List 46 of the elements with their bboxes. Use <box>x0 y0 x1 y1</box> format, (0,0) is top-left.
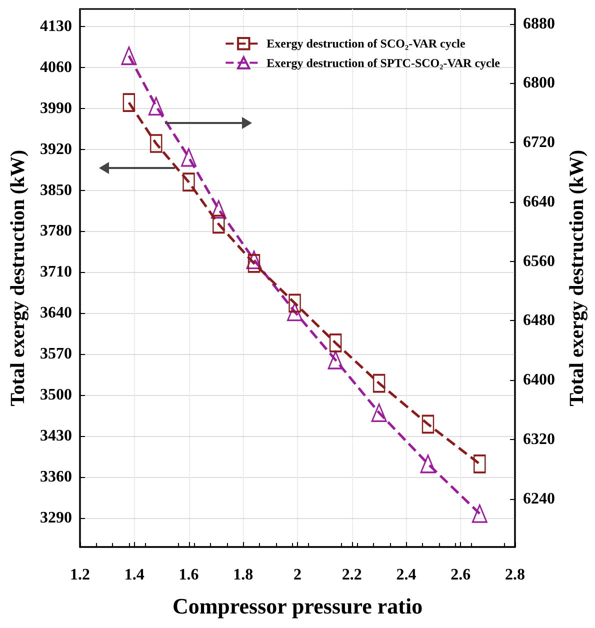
y2-tick-label: 6800 <box>523 74 555 92</box>
point <box>328 350 344 370</box>
point <box>246 250 262 270</box>
point <box>472 504 488 523</box>
x-tick-label: 2.4 <box>396 566 416 584</box>
y2-tick-label: 6240 <box>523 490 555 508</box>
y2-tick-label: 6480 <box>523 312 555 330</box>
y-tick-label: 3290 <box>40 509 72 526</box>
y2-tick-label: 6400 <box>523 372 555 389</box>
y-tick-label: 3990 <box>40 100 72 117</box>
x-axis-title: Compressor pressure ratio <box>172 594 423 618</box>
x-tick-label: 2.8 <box>505 566 525 584</box>
y2-tick-label: 6720 <box>523 134 555 152</box>
y-tick-label: 3920 <box>40 140 72 158</box>
y-tick-label: 3360 <box>40 468 72 486</box>
y2-tick-label: 6880 <box>523 15 555 32</box>
point <box>287 302 303 322</box>
point <box>210 200 226 219</box>
y-tick-label: 3780 <box>40 222 72 240</box>
y-tick-label: 3850 <box>40 182 72 199</box>
y2-axis-title: Total exergy destruction (kW) <box>566 150 588 406</box>
y-tick-label: 3710 <box>40 264 72 281</box>
x-tick-label: 2 <box>294 566 302 584</box>
y2-tick-label: 6320 <box>523 430 555 448</box>
x-tick-label: 2.2 <box>342 566 362 584</box>
y-tick-label: 3640 <box>40 304 72 322</box>
x-tick-label: 1.2 <box>70 566 90 584</box>
y-tick-label: 3500 <box>40 386 72 404</box>
x-tick-label: 2.6 <box>450 566 471 584</box>
y-tick-label: 4060 <box>40 58 72 76</box>
y-tick-label: 3430 <box>40 427 72 444</box>
legend-label: Exergy destruction of SCO₂-VAR cycle <box>266 36 466 51</box>
y2-tick-label: 6560 <box>523 252 555 270</box>
point <box>181 148 196 167</box>
y-tick-label: 3570 <box>40 346 72 363</box>
y2-tick-label: 6640 <box>523 193 555 210</box>
point <box>420 454 436 474</box>
point <box>371 403 387 422</box>
x-tick-label: 1.4 <box>124 566 144 584</box>
point <box>121 46 137 65</box>
y-tick-label: 4130 <box>40 18 72 36</box>
x-tick-label: 1.8 <box>233 566 254 584</box>
legend-label: Exergy destruction of SPTC-SCO₂-VAR cycle <box>266 56 501 70</box>
point <box>148 96 164 116</box>
y-axis-title: Total exergy destruction (kW) <box>7 150 29 406</box>
x-tick-label: 1.6 <box>178 566 199 584</box>
